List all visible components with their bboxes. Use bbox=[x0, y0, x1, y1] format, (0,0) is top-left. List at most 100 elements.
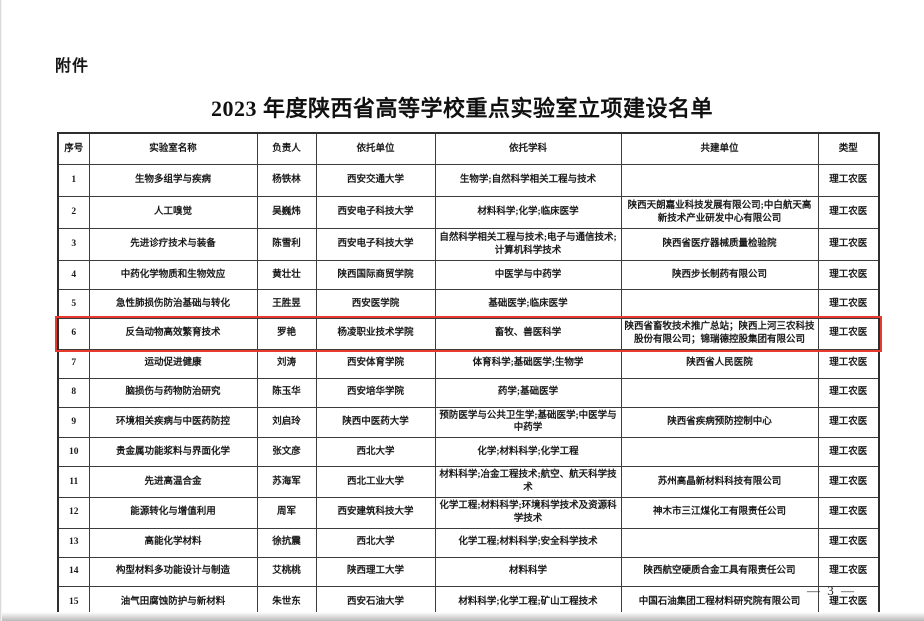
cell-lab-name: 脑损伤与药物防治研究 bbox=[88, 377, 258, 408]
cell-partners bbox=[620, 164, 819, 197]
cell-disciplines: 中医学与中药学 bbox=[434, 260, 622, 290]
cell-partners: 陕西天朗嘉业科技发展有限公司;中白航天高新技术产业研发中心有限公司 bbox=[620, 196, 819, 229]
cell-institution: 西安医学院 bbox=[315, 289, 436, 319]
cell-disciplines: 化学;材料科学;化学工程 bbox=[434, 437, 622, 468]
cell-type: 理工农医 bbox=[817, 260, 880, 290]
cell-leader: 艾桃桃 bbox=[256, 556, 317, 587]
cell-lab-name: 急性肺损伤防治基础与转化 bbox=[88, 289, 258, 319]
cell-leader: 刘涛 bbox=[256, 348, 317, 379]
attachment-label: 附件 bbox=[55, 58, 90, 75]
cell-disciplines: 自然科学相关工程与技术;电子与通信技术;计算机科学技术 bbox=[434, 228, 622, 261]
cell-no: 1 bbox=[57, 164, 90, 197]
cell-leader: 张文彦 bbox=[256, 437, 317, 468]
cell-lab-name: 人工嗅觉 bbox=[88, 196, 258, 229]
cell-type: 理工农医 bbox=[817, 289, 880, 319]
page-number: — 3 — bbox=[807, 583, 856, 598]
cell-disciplines: 化学工程;材料科学;安全科学技术 bbox=[434, 527, 622, 558]
cell-no: 7 bbox=[57, 348, 90, 379]
cell-institution: 西安电子科技大学 bbox=[315, 228, 436, 261]
table-row: 12 能源转化与增值利用 周军 西安建筑科技大学 化学工程;材料科学;环境科学技术及资源… bbox=[57, 496, 880, 529]
cell-leader: 周军 bbox=[256, 496, 317, 529]
cell-no: 8 bbox=[57, 377, 90, 408]
cell-lab-name: 先进诊疗技术与装备 bbox=[88, 228, 258, 261]
cell-partners: 陕西省疾病预防控制中心 bbox=[620, 406, 819, 439]
cell-type: 理工农医 bbox=[817, 196, 880, 229]
col-lab-name: 实验室名称 bbox=[88, 132, 258, 165]
cell-institution: 西北大学 bbox=[315, 437, 436, 468]
page-title: 2023 年度陕西省高等学校重点实验室立项建设名单 bbox=[210, 96, 713, 121]
cell-type: 理工农医 bbox=[817, 406, 880, 439]
table-row-highlighted: 6 反刍动物高效繁育技术 罗艳 杨凌职业技术学院 畜牧、兽医科学 陕西省畜牧技术推广总站；… bbox=[55, 315, 882, 353]
cell-disciplines: 材料科学;化学;临床医学 bbox=[434, 196, 622, 229]
table-row: 11 先进高温合金 苏海军 西北工业大学 材料科学;冶金工程技术;航空、航天科学技术 苏州… bbox=[57, 466, 880, 498]
cell-partners: 陕西省人民医院 bbox=[620, 348, 819, 379]
cell-type: 理工农医 bbox=[817, 228, 880, 261]
table-row: 9 环境相关疾病与中医药防控 刘启玲 陕西中医药大学 预防医学与公共卫生学;基础医学;中… bbox=[57, 406, 880, 439]
cell-leader: 罗艳 bbox=[256, 318, 317, 350]
cell-no: 4 bbox=[57, 260, 90, 290]
cell-disciplines: 材料科学 bbox=[434, 556, 622, 587]
cell-leader: 陈雪利 bbox=[256, 228, 317, 261]
cell-disciplines: 化学工程;材料科学;环境科学技术及资源科学技术 bbox=[434, 496, 622, 529]
cell-lab-name: 构型材料多功能设计与制造 bbox=[88, 556, 258, 587]
cell-no: 2 bbox=[57, 196, 90, 229]
table-row: 5 急性肺损伤防治基础与转化 王胜昱 西安医学院 基础医学;临床医学 理工农医 bbox=[57, 289, 880, 319]
cell-lab-name: 运动促进健康 bbox=[88, 348, 258, 379]
cell-lab-name: 反刍动物高效繁育技术 bbox=[88, 318, 258, 350]
table-row: 2 人工嗅觉 吴巍炜 西安电子科技大学 材料科学;化学;临床医学 陕西天朗嘉业科技发展有限… bbox=[57, 196, 880, 229]
cell-no: 10 bbox=[57, 437, 90, 468]
table-header-row: 序号 实验室名称 负责人 依托单位 依托学科 共建单位 类型 bbox=[57, 132, 880, 165]
cell-partners bbox=[620, 377, 819, 408]
cell-no: 3 bbox=[57, 228, 90, 261]
cell-partners bbox=[620, 437, 819, 468]
cell-institution: 西北大学 bbox=[315, 527, 436, 558]
cell-lab-name: 中药化学物质和生物效应 bbox=[88, 260, 258, 290]
cell-institution: 西安交通大学 bbox=[315, 164, 436, 197]
cell-no: 14 bbox=[57, 556, 90, 587]
cell-disciplines: 畜牧、兽医科学 bbox=[434, 318, 622, 350]
cell-no: 12 bbox=[57, 496, 90, 529]
cell-lab-name: 贵金属功能浆料与界面化学 bbox=[88, 437, 258, 468]
cell-disciplines: 基础医学;临床医学 bbox=[434, 289, 622, 319]
cell-partners: 陕西省畜牧技术推广总站；陕西上河三农科技股份有限公司；锦瑞德控股集团有限公司 bbox=[620, 318, 819, 350]
cell-partners: 苏州高晶新材料科技有限公司 bbox=[620, 466, 819, 498]
cell-partners bbox=[620, 527, 819, 558]
cell-lab-name: 能源转化与增值利用 bbox=[88, 496, 258, 529]
cell-disciplines: 材料科学;冶金工程技术;航空、航天科学技术 bbox=[434, 466, 622, 498]
cell-no: 11 bbox=[57, 466, 90, 498]
cell-type: 理工农医 bbox=[817, 527, 880, 558]
col-type: 类型 bbox=[817, 132, 880, 165]
cell-partners: 陕西省医疗器械质量检验院 bbox=[620, 228, 819, 261]
cell-institution: 西安体育学院 bbox=[315, 348, 436, 379]
table-row: 10 贵金属功能浆料与界面化学 张文彦 西北大学 化学;材料科学;化学工程 理工农医 bbox=[57, 437, 880, 468]
cell-institution: 陕西中医药大学 bbox=[315, 406, 436, 439]
col-leader: 负责人 bbox=[256, 132, 317, 165]
cell-leader: 黄壮壮 bbox=[256, 260, 317, 290]
cell-leader: 王胜昱 bbox=[256, 289, 317, 319]
col-institution: 依托单位 bbox=[315, 132, 436, 165]
table-row: 13 高能化学材料 徐抗震 西北大学 化学工程;材料科学;安全科学技术 理工农医 bbox=[57, 527, 880, 558]
cell-institution: 陕西国际商贸学院 bbox=[315, 260, 436, 290]
cell-lab-name: 生物多组学与疾病 bbox=[88, 164, 258, 197]
cell-partners: 神木市三江煤化工有限责任公司 bbox=[620, 496, 819, 529]
cell-lab-name: 高能化学材料 bbox=[88, 527, 258, 558]
cell-disciplines: 生物学;自然科学相关工程与技术 bbox=[434, 164, 622, 197]
cell-no: 6 bbox=[57, 318, 90, 350]
cell-no: 9 bbox=[57, 406, 90, 439]
cell-type: 理工农医 bbox=[817, 466, 880, 498]
cell-no: 13 bbox=[57, 527, 90, 558]
table-row: 14 构型材料多功能设计与制造 艾桃桃 陕西理工大学 材料科学 陕西航空硬质合金工具有限责… bbox=[57, 556, 880, 587]
cell-leader: 刘启玲 bbox=[256, 406, 317, 439]
cell-leader: 苏海军 bbox=[256, 466, 317, 498]
lab-table: 序号 实验室名称 负责人 依托单位 依托学科 共建单位 类型 1 生物多组学与疾病 杨铁林 西安交… bbox=[55, 132, 882, 621]
table-row: 7 运动促进健康 刘涛 西安体育学院 体育科学;基础医学;生物学 陕西省人民医院 理工农医 bbox=[57, 348, 880, 379]
scan-edge-bottom bbox=[0, 612, 924, 621]
cell-partners: 陕西步长制药有限公司 bbox=[620, 260, 819, 290]
col-disciplines: 依托学科 bbox=[434, 132, 622, 165]
cell-leader: 徐抗震 bbox=[256, 527, 317, 558]
cell-institution: 西安培华学院 bbox=[315, 377, 436, 408]
cell-type: 理工农医 bbox=[817, 556, 880, 587]
cell-type: 理工农医 bbox=[817, 164, 880, 197]
cell-institution: 西安建筑科技大学 bbox=[315, 496, 436, 529]
